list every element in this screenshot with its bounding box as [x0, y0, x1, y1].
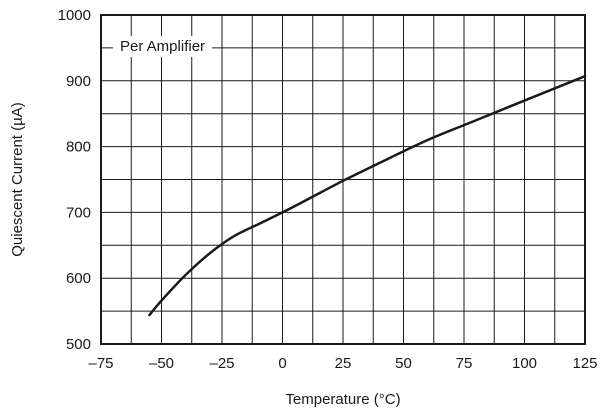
plot-frame	[100, 14, 586, 345]
x-tick-label-6: 75	[456, 355, 473, 372]
plot-area	[100, 14, 586, 345]
x-tick-label-2: –25	[209, 355, 234, 372]
y-axis-title: Quiescent Current (µA)	[9, 102, 26, 257]
y-tick-label-2: 700	[66, 204, 91, 221]
y-tick-label-0: 500	[66, 336, 91, 353]
x-tick-label-5: 50	[395, 355, 412, 372]
y-axis-tick-labels: 500 600 700 800 900 1000	[58, 7, 91, 353]
x-tick-label-1: –50	[149, 355, 174, 372]
x-tick-label-8: 125	[572, 355, 597, 372]
annotation-per-amplifier: Per Amplifier	[120, 38, 205, 55]
y-tick-label-1: 600	[66, 270, 91, 287]
series-group	[148, 74, 587, 317]
x-axis-title: Temperature (°C)	[285, 391, 400, 408]
series-line-0	[148, 74, 587, 317]
x-tick-label-0: –75	[88, 355, 113, 372]
annotation-background	[113, 36, 213, 57]
annotation-group: Per Amplifier	[113, 36, 213, 57]
grid	[101, 15, 585, 344]
y-tick-label-5: 1000	[58, 7, 91, 24]
y-tick-label-3: 800	[66, 139, 91, 156]
x-tick-label-3: 0	[278, 355, 286, 372]
y-tick-label-4: 900	[66, 73, 91, 90]
x-tick-label-7: 100	[512, 355, 537, 372]
x-axis-tick-labels: –75 –50 –25 0 25 50 75 100 125	[88, 355, 597, 372]
x-tick-label-4: 25	[335, 355, 352, 372]
